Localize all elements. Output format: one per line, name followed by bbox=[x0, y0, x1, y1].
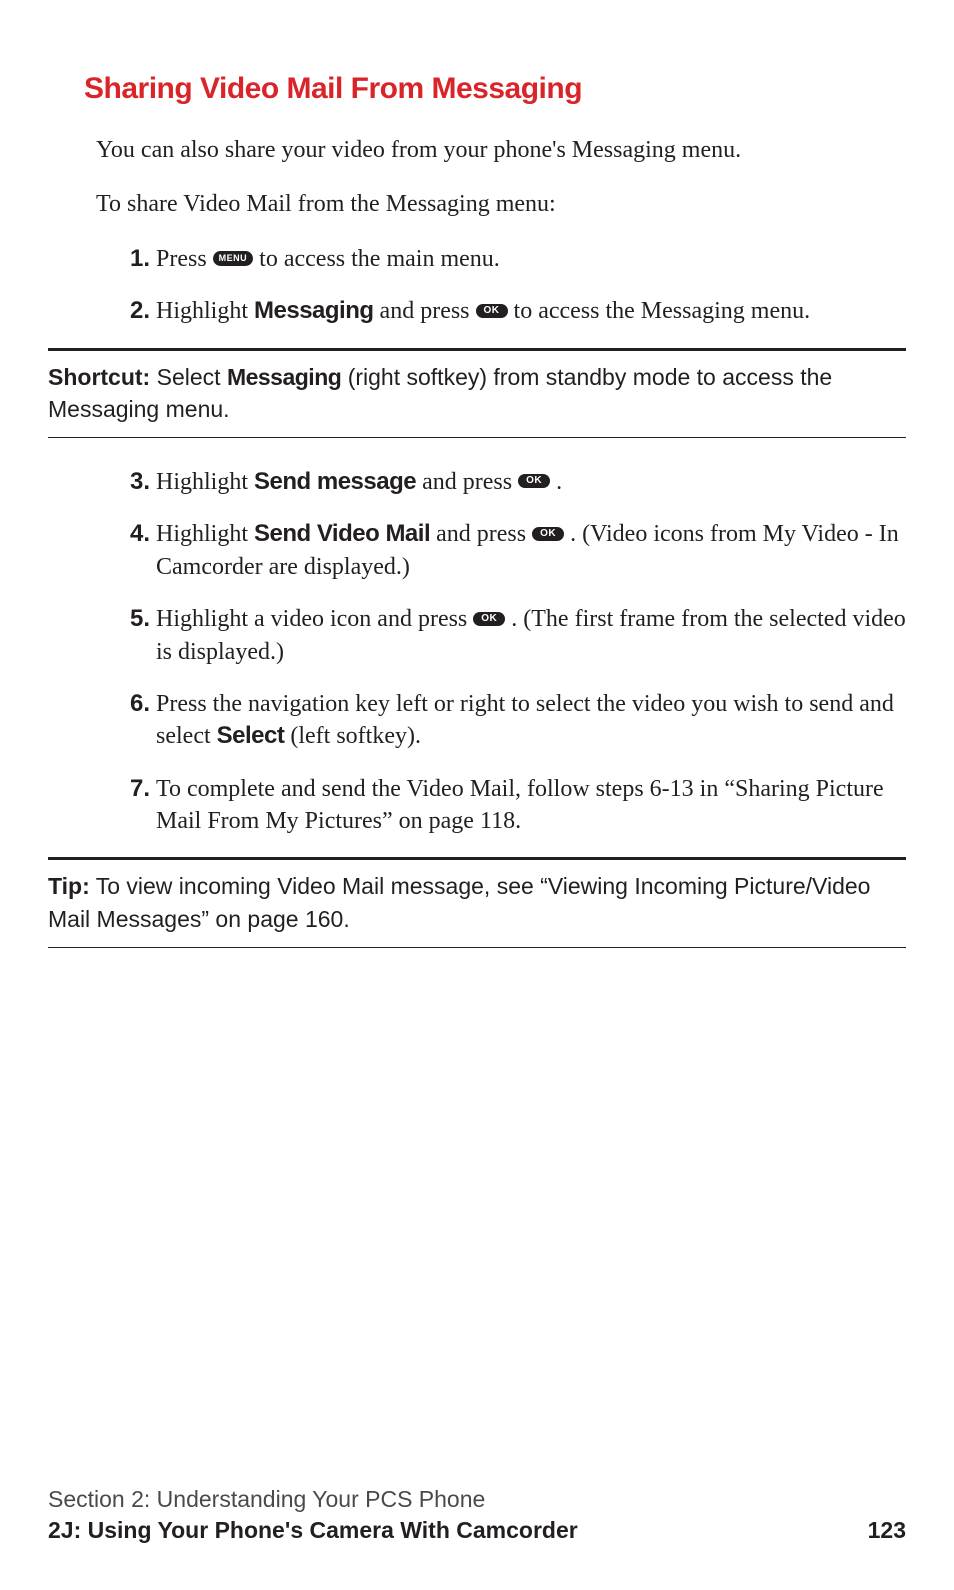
tip-callout: Tip: To view incoming Video Mail message… bbox=[48, 857, 906, 947]
step-text: Highlight Send message and press OK . bbox=[156, 466, 906, 498]
callout-label: Tip: bbox=[48, 873, 90, 899]
footer-chapter-label: 2J: Using Your Phone's Camera With Camco… bbox=[48, 1517, 578, 1544]
ok-key-icon: OK bbox=[473, 612, 505, 626]
step-text: Press the navigation key left or right t… bbox=[156, 688, 906, 753]
step-6: 6. Press the navigation key left or righ… bbox=[120, 688, 906, 753]
step-3: 3. Highlight Send message and press OK . bbox=[120, 466, 906, 498]
bold-term: Select bbox=[217, 722, 285, 749]
step-1: 1. Press MENU to access the main menu. bbox=[120, 243, 906, 275]
step-text: Highlight Send Video Mail and press OK .… bbox=[156, 518, 906, 583]
text-fragment: Highlight bbox=[156, 298, 254, 324]
step-text: Highlight Messaging and press OK to acce… bbox=[156, 295, 906, 327]
section-heading: Sharing Video Mail From Messaging bbox=[84, 72, 906, 106]
text-fragment: To view incoming Video Mail message, see… bbox=[48, 873, 870, 931]
step-number: 2. bbox=[120, 295, 150, 327]
bold-term: Messaging bbox=[227, 364, 341, 390]
text-fragment: to access the main menu. bbox=[259, 246, 500, 272]
text-fragment: . bbox=[550, 469, 562, 495]
text-fragment: Highlight bbox=[156, 469, 254, 495]
step-number: 1. bbox=[120, 243, 150, 275]
page-footer: Section 2: Understanding Your PCS Phone … bbox=[48, 1486, 906, 1544]
step-4: 4. Highlight Send Video Mail and press O… bbox=[120, 518, 906, 583]
text-fragment: and press bbox=[416, 469, 518, 495]
step-text: Press MENU to access the main menu. bbox=[156, 243, 906, 275]
bold-term: Messaging bbox=[254, 297, 374, 324]
callout-label: Shortcut: bbox=[48, 364, 150, 390]
step-2: 2. Highlight Messaging and press OK to a… bbox=[120, 295, 906, 327]
step-7: 7. To complete and send the Video Mail, … bbox=[120, 773, 906, 838]
text-fragment: Highlight bbox=[156, 521, 254, 547]
ok-key-icon: OK bbox=[518, 474, 550, 488]
intro-paragraph-1: You can also share your video from your … bbox=[96, 134, 906, 166]
step-number: 5. bbox=[120, 603, 150, 668]
text-fragment: (left softkey). bbox=[284, 723, 421, 749]
step-5: 5. Highlight a video icon and press OK .… bbox=[120, 603, 906, 668]
steps-list-1: 1. Press MENU to access the main menu. 2… bbox=[120, 243, 906, 328]
text-fragment: to access the Messaging menu. bbox=[514, 298, 811, 324]
text-fragment: and press bbox=[374, 298, 476, 324]
ok-key-icon: OK bbox=[476, 304, 508, 318]
bold-term: Send message bbox=[254, 468, 416, 495]
page-number: 123 bbox=[868, 1517, 906, 1544]
step-number: 7. bbox=[120, 773, 150, 838]
text-fragment: and press bbox=[430, 521, 532, 547]
step-number: 4. bbox=[120, 518, 150, 583]
text-fragment: Press bbox=[156, 246, 213, 272]
menu-key-icon: MENU bbox=[213, 251, 254, 266]
text-fragment: Select bbox=[150, 364, 227, 390]
step-number: 3. bbox=[120, 466, 150, 498]
footer-section-label: Section 2: Understanding Your PCS Phone bbox=[48, 1486, 906, 1513]
step-text: To complete and send the Video Mail, fol… bbox=[156, 773, 906, 838]
text-fragment: Highlight a video icon and press bbox=[156, 606, 473, 632]
bold-term: Send Video Mail bbox=[254, 520, 430, 547]
step-text: Highlight a video icon and press OK . (T… bbox=[156, 603, 906, 668]
text-fragment: To complete and send the Video Mail, fol… bbox=[156, 776, 884, 834]
intro-paragraph-2: To share Video Mail from the Messaging m… bbox=[96, 188, 906, 220]
shortcut-callout: Shortcut: Select Messaging (right softke… bbox=[48, 348, 906, 438]
step-number: 6. bbox=[120, 688, 150, 753]
ok-key-icon: OK bbox=[532, 527, 564, 541]
steps-list-2: 3. Highlight Send message and press OK .… bbox=[120, 466, 906, 838]
